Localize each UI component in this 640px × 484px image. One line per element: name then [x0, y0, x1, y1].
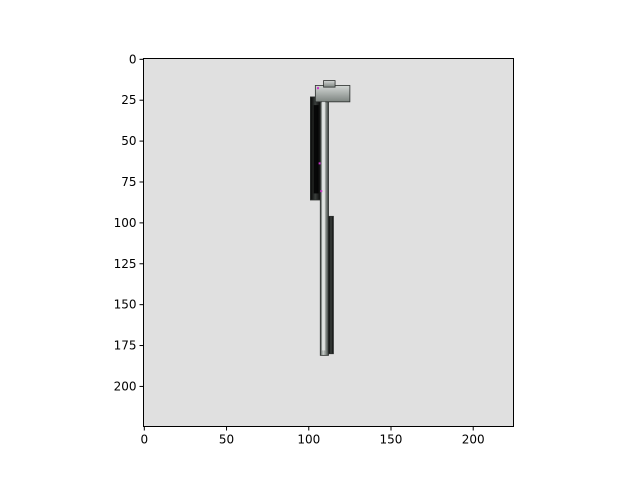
- y-tick-label: 150: [114, 298, 137, 312]
- x-tick-label: 150: [380, 433, 403, 447]
- x-tick-label: 200: [462, 433, 485, 447]
- artifact-pixel: [318, 162, 321, 165]
- x-tick-label: 100: [297, 433, 320, 447]
- y-tick-label: 175: [114, 339, 137, 353]
- axes-frame: [143, 58, 514, 427]
- pipe-shadow: [313, 105, 319, 194]
- pipe-highlight: [321, 101, 326, 351]
- x-tick-label: 50: [219, 433, 234, 447]
- pipe-segment: [323, 80, 336, 88]
- y-tick-label: 125: [114, 257, 137, 271]
- pipe-segment: [314, 85, 351, 103]
- y-tick-label: 200: [114, 379, 137, 393]
- y-tick-label: 100: [114, 216, 137, 230]
- artifact-pixel: [320, 190, 323, 193]
- pipe-segment: [328, 215, 334, 355]
- x-tick-label: 0: [141, 433, 149, 447]
- y-tick-label: 0: [129, 52, 137, 66]
- y-tick-label: 75: [121, 175, 136, 189]
- y-tick-label: 50: [121, 134, 136, 148]
- y-tick-label: 25: [121, 93, 136, 107]
- artifact-pixel: [316, 87, 319, 90]
